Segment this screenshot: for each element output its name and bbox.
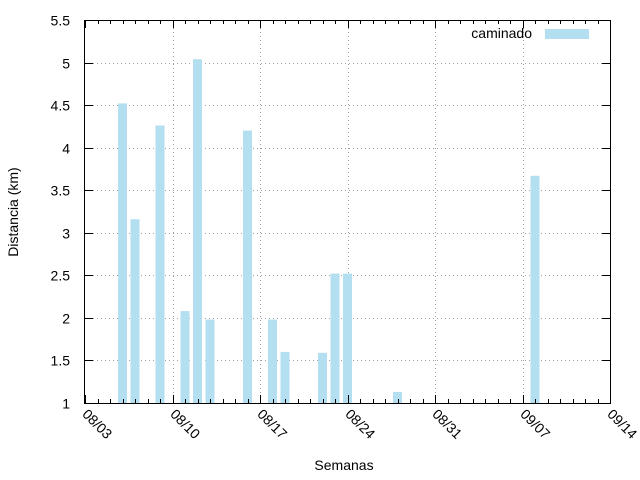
x-tick-label: 08/17	[254, 406, 290, 442]
bar	[205, 319, 215, 403]
legend-label-caminado: caminado	[471, 25, 532, 41]
bar	[343, 273, 352, 403]
y-tick-label: 1.5	[51, 353, 71, 369]
legend-swatch-caminado	[545, 29, 589, 39]
bar	[318, 352, 327, 403]
x-axis-label: Semanas	[314, 457, 373, 473]
y-tick-label: 1	[62, 396, 70, 412]
y-tick-label: 4.5	[51, 98, 71, 114]
y-axis-tick-labels: 1 1.5 2 2.5 3 3.5 4 4.5 5 5.5	[51, 13, 71, 412]
bar	[330, 273, 340, 403]
x-tick-label: 08/24	[342, 406, 378, 442]
x-tick-label: 08/03	[79, 406, 115, 442]
bar	[155, 125, 165, 403]
y-tick-label: 4	[62, 141, 70, 157]
bar	[243, 130, 252, 403]
bar	[130, 219, 140, 403]
x-axis-tick-labels: 08/03 08/10 08/17 08/24 08/31 09/07 09/14	[79, 406, 640, 442]
x-tick-label: 09/14	[604, 406, 640, 442]
bar	[280, 351, 290, 403]
plot-frame	[84, 20, 611, 404]
bar	[530, 175, 540, 403]
bar	[180, 311, 190, 403]
y-tick-label: 5	[62, 56, 70, 72]
y-tick-label: 2	[62, 311, 70, 327]
y-tick-label: 3.5	[51, 183, 71, 199]
bar	[193, 59, 202, 403]
y-axis-label: Distancia (km)	[5, 167, 21, 256]
y-tick-label: 5.5	[51, 13, 71, 29]
bars	[118, 59, 540, 404]
x-tick-label: 08/31	[429, 406, 465, 442]
x-tick-label: 09/07	[517, 406, 553, 442]
bar	[118, 103, 127, 404]
bar	[393, 391, 402, 403]
y-tick-label: 3	[62, 226, 70, 242]
x-tick-label: 08/10	[167, 406, 203, 442]
bar	[268, 319, 277, 403]
legend: caminado	[471, 25, 589, 41]
y-tick-label: 2.5	[51, 268, 71, 284]
